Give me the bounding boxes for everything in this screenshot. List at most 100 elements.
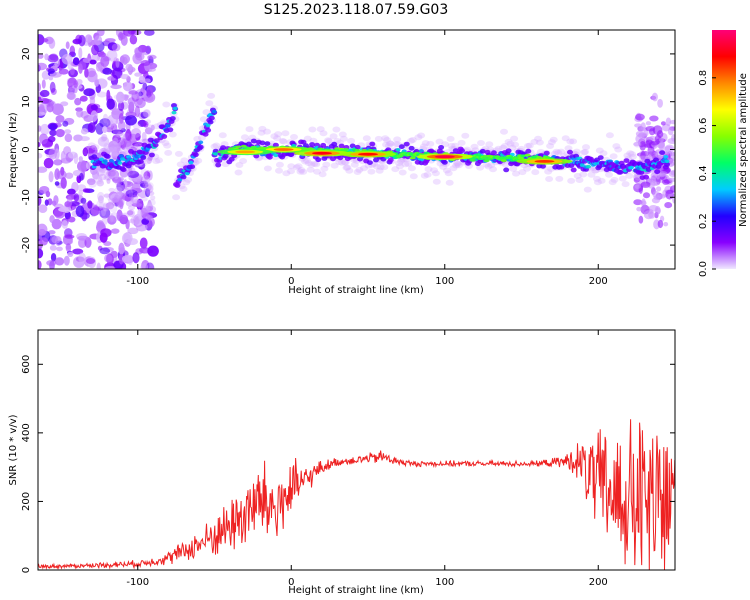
spectrogram-blob (63, 255, 70, 266)
spectrogram-blob (87, 142, 96, 149)
spectrogram-blob (113, 194, 122, 205)
spectrogram-blob (127, 227, 139, 235)
spectrogram-blob (324, 137, 333, 144)
spectrogram-blob (48, 230, 56, 235)
snr-x-tick-label: 200 (589, 577, 608, 588)
spectrogram-blob (131, 202, 143, 207)
colorbar: 0.0 0.2 0.4 0.6 0.8 Normalized spectral ampl… (698, 30, 749, 277)
spectrogram-blob (125, 142, 132, 151)
spectrogram-blob (199, 116, 208, 123)
spectrogram-blob (112, 60, 117, 69)
spectrogram-blob (78, 136, 90, 142)
spectrogram-blob (121, 171, 130, 178)
spectrogram-blob (477, 140, 485, 146)
spectrogram-blob (62, 120, 69, 127)
spectrogram-blob (79, 172, 84, 181)
spectrogram-blob (490, 150, 497, 156)
spectrogram-blob (258, 125, 267, 132)
spectrogram-blob (374, 135, 383, 142)
spectrogram-blob (614, 146, 623, 153)
snr-frame (37, 329, 676, 571)
spectrogram-blob (143, 175, 151, 186)
spectrogram-blob (337, 155, 344, 161)
spectrogram-blob (608, 179, 617, 186)
spectrogram-blob (386, 140, 395, 147)
spectrogram-blob (657, 98, 663, 108)
spectrogram-blob (116, 91, 125, 104)
spectrogram-blob (91, 44, 99, 56)
spectrogram-blob (98, 173, 107, 181)
snr-y-tick-label: 600 (21, 355, 32, 374)
spectrogram-blob (145, 119, 152, 125)
spectrogram-blob (128, 189, 134, 199)
spectrogram-blob (193, 135, 202, 142)
spectrogram-blob (51, 235, 61, 244)
spectrogram-blob (78, 189, 84, 196)
spectrogram-blob (240, 134, 249, 141)
colorbar-tick-label: 0.6 (698, 118, 709, 134)
spectrogram-blob (95, 178, 104, 185)
spectrogram-blob (625, 172, 634, 179)
spectrogram-blob (129, 34, 138, 45)
spectrogram-blob (664, 144, 675, 154)
spectrogram-blob (316, 126, 325, 133)
spectrogram-blob (567, 177, 576, 184)
spectrogram-blob (80, 128, 89, 135)
spectrogram-blob (108, 146, 117, 153)
spectrogram-blob (659, 150, 666, 156)
spectrogram-blob (418, 149, 424, 153)
spectrogram-blob (485, 141, 494, 148)
spectrogram-blob (64, 234, 75, 239)
spectrogram-blob (112, 128, 121, 137)
spectrogram-blob (121, 254, 134, 263)
spectrogram-x-tick-label: 200 (589, 276, 608, 287)
spectrogram-blob (147, 205, 157, 214)
spectrogram-blob (147, 183, 152, 191)
spectrogram-blob (85, 161, 92, 170)
snr-panel: -100 0 100 200 0 200 400 600 Height of straigh… (8, 329, 676, 596)
spectrogram-blob (106, 171, 111, 177)
spectrogram-blob (282, 170, 291, 177)
spectrogram-blob (146, 190, 155, 196)
spectrogram-blob (102, 203, 108, 212)
spectrogram-blob (640, 122, 646, 131)
spectrogram-blob (132, 199, 141, 204)
spectrogram-blob (228, 156, 235, 162)
spectrogram-blob (650, 181, 660, 186)
spectrogram-blob (500, 159, 507, 163)
spectrogram-blob (104, 171, 113, 181)
spectrogram-blob (573, 172, 582, 179)
spectrogram-blob (547, 139, 556, 146)
spectrogram-blob (308, 126, 317, 133)
spectrogram-blob (77, 160, 89, 172)
spectrogram-blob (50, 253, 57, 262)
spectrogram-blob (525, 148, 532, 154)
spectrogram-blob (107, 215, 117, 225)
spectrogram-blob (49, 215, 55, 224)
spectrogram-blob (634, 184, 641, 189)
spectrogram-blob (115, 190, 123, 199)
spectrogram-y-tick-label: 0 (21, 146, 32, 152)
spectrogram-blob (259, 140, 266, 146)
spectrogram-blob (145, 95, 154, 102)
spectrogram-blob (103, 175, 113, 181)
spectrogram-blob (96, 91, 107, 98)
spectrogram-blob (117, 101, 125, 111)
spectrogram-blob (457, 139, 466, 146)
spectrogram-blob (145, 181, 154, 190)
spectrogram-blob (202, 109, 211, 116)
spectrogram-blob (275, 161, 284, 168)
spectrogram-blob (101, 133, 108, 142)
spectrogram-blob (111, 197, 119, 207)
spectrogram-blob (197, 144, 204, 150)
spectrogram-blob (651, 141, 659, 146)
spectrogram-blob (355, 166, 364, 173)
spectrogram-blob (380, 164, 389, 171)
spectrogram-blob (640, 181, 651, 188)
spectrogram-blob (350, 161, 359, 168)
spectrogram-blob (634, 113, 645, 121)
spectrogram-blob (207, 119, 214, 125)
spectrogram-blob (145, 215, 154, 221)
spectrogram-blob (194, 157, 203, 164)
